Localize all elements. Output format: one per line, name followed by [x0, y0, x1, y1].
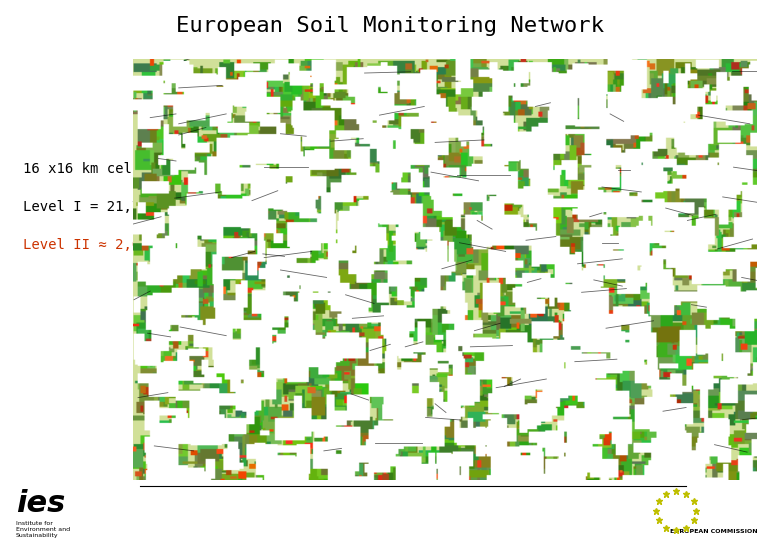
Text: ian Soil Database.: ian Soil Database.: [329, 97, 451, 107]
Text: JOINT: JOINT: [706, 494, 730, 503]
Text: RESEARCH: RESEARCH: [706, 505, 752, 515]
Text: CENTRE: CENTRE: [706, 517, 740, 526]
Text: 16 x16 km cell size: 16 x16 km cell size: [23, 162, 183, 176]
Text: Level I = 21,760 cells: Level I = 21,760 cells: [23, 200, 207, 214]
Text: Level II simulation: Level II simulation: [263, 59, 517, 79]
Text: ies: ies: [16, 489, 65, 518]
Text: Institute for
Environment and
Sustainability: Institute for Environment and Sustainabi…: [16, 521, 69, 538]
Text: European Soil Monitoring Network: European Soil Monitoring Network: [176, 16, 604, 36]
Text: Level II ≈ 2,000 cells: Level II ≈ 2,000 cells: [23, 238, 207, 252]
Text: EUROPEAN COMMISSION: EUROPEAN COMMISSION: [670, 529, 757, 534]
